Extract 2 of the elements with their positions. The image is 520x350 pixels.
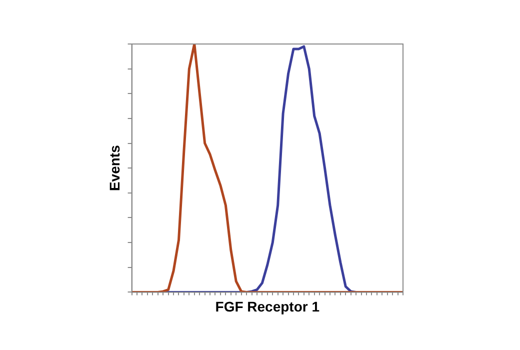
y-axis-title: Events (106, 144, 122, 192)
x-axis-title: FGF Receptor 1 (215, 298, 320, 314)
